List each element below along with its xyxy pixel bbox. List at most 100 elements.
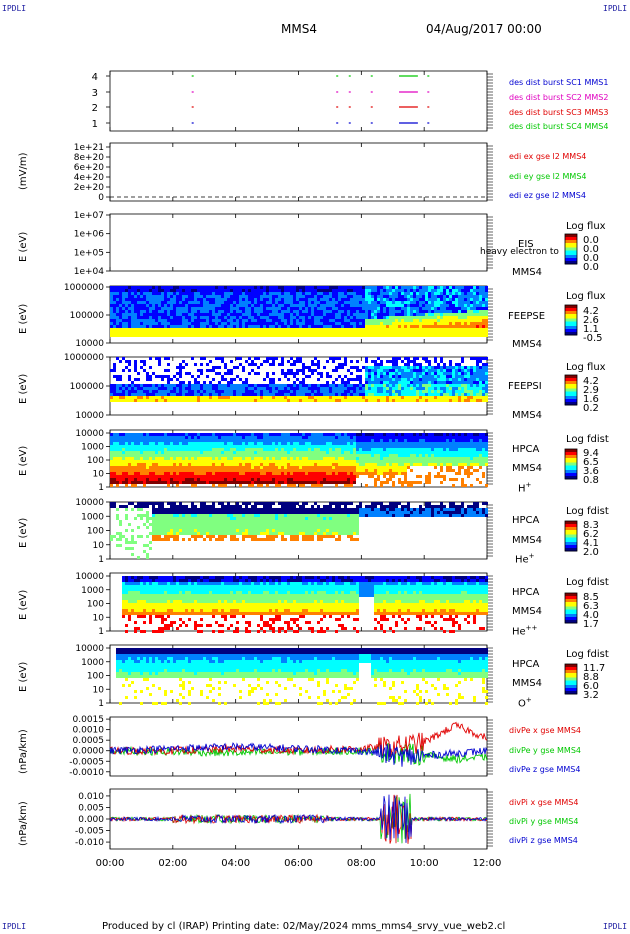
- feepsi-panel-pixel: [143, 369, 146, 372]
- hpca-h-panel-pixel: [302, 484, 305, 487]
- feepsi-panel-pixel: [401, 393, 404, 396]
- feepse-panel-pixel: [152, 295, 155, 298]
- feepse-panel-pixel: [278, 331, 281, 334]
- feepse-panel-pixel: [302, 319, 305, 322]
- feepsi-panel-pixel: [212, 378, 215, 381]
- feepse-panel-pixel: [230, 304, 233, 307]
- feepse-panel-pixel: [254, 304, 257, 307]
- feepsi-panel-pixel: [215, 390, 218, 393]
- hpca-h-panel-pixel: [173, 475, 176, 478]
- hpca-h-panel-pixel: [269, 433, 272, 436]
- feepsi-panel-pixel: [317, 393, 320, 396]
- feepse-panel-pixel: [341, 286, 344, 289]
- feepsi-panel-pixel: [290, 363, 293, 366]
- feepsi-panel-pixel: [464, 372, 467, 375]
- feepse-panel-pixel: [440, 286, 443, 289]
- eis-colorbar-step: [565, 249, 577, 251]
- hpca-h-panel-pixel: [113, 442, 116, 445]
- hpca-h-panel-pixel: [128, 463, 131, 466]
- feepse-panel-pixel: [227, 295, 230, 298]
- hpca-h-panel-pixel: [266, 445, 269, 448]
- feepsi-panel-pixel: [449, 387, 452, 390]
- feepse-panel-pixel: [134, 319, 137, 322]
- hpca-h-panel-pixel: [236, 457, 239, 460]
- feepsi-panel-pixel: [443, 384, 446, 387]
- feepse-panel-pixel: [305, 301, 308, 304]
- feepsi-panel-pixel: [185, 390, 188, 393]
- feepsi-panel-pixel: [419, 396, 422, 399]
- feepse-panel-pixel: [116, 313, 119, 316]
- hpca-h-panel-pixel: [302, 436, 305, 439]
- feepse-panel-pixel: [338, 307, 341, 310]
- feepse-panel-pixel: [122, 325, 125, 328]
- feepsi-panel-pixel: [476, 387, 479, 390]
- feepsi-panel-pixel: [476, 378, 479, 381]
- feepsi-panel-pixel: [230, 387, 233, 390]
- feepse-panel-pixel: [353, 334, 356, 337]
- feepsi-panel-pixel: [173, 393, 176, 396]
- feepsi-panel-pixel: [341, 384, 344, 387]
- feepsi-panel-pixel: [479, 393, 482, 396]
- feepsi-panel-pixel: [482, 378, 485, 381]
- feepsi-panel-pixel: [164, 387, 167, 390]
- feepse-panel-pixel: [260, 298, 263, 301]
- feepsi-panel-pixel: [167, 363, 170, 366]
- hpca-h-panel-pixel: [248, 448, 251, 451]
- feepse-panel-pixel: [191, 319, 194, 322]
- feepsi-panel-pixel: [338, 375, 341, 378]
- hpca-h-panel-pixel: [227, 472, 230, 475]
- feepse-panel-pixel: [335, 328, 338, 331]
- hpca-h-panel-pixel: [170, 442, 173, 445]
- feepsi-panel-pixel: [185, 399, 188, 402]
- hpca-h-panel-pixel: [275, 442, 278, 445]
- feepse-panel-pixel: [320, 292, 323, 295]
- feepsi-panel-pixel: [374, 372, 377, 375]
- feepse-panel-pixel: [404, 304, 407, 307]
- feepsi-panel-pixel: [233, 390, 236, 393]
- feepse-panel-pixel: [383, 295, 386, 298]
- feepse-panel-pixel: [332, 292, 335, 295]
- feepse-panel-pixel: [317, 310, 320, 313]
- feepse-panel-pixel: [260, 304, 263, 307]
- feepse-panel-pixel: [479, 307, 482, 310]
- feepsi-panel-pixel: [434, 372, 437, 375]
- feepse-panel-pixel: [482, 331, 485, 334]
- hpca-h-panel-pixel: [143, 451, 146, 454]
- feepsi-panel-pixel: [449, 363, 452, 366]
- feepse-panel-pixel: [434, 319, 437, 322]
- feepse-panel-pixel: [317, 313, 320, 316]
- feepse-panel-pixel: [164, 334, 167, 337]
- feepsi-panel-pixel: [206, 363, 209, 366]
- feepsi-panel-pixel: [128, 387, 131, 390]
- feepse-panel-pixel: [275, 319, 278, 322]
- hpca-h-panel-pixel: [245, 451, 248, 454]
- feepsi-panel-pixel: [398, 378, 401, 381]
- feepsi-panel-pixel: [386, 366, 389, 369]
- feepse-panel-pixel: [377, 289, 380, 292]
- feepse-panel-pixel: [410, 307, 413, 310]
- feepsi-panel-pixel: [116, 375, 119, 378]
- hpca-h-panel-pixel: [158, 472, 161, 475]
- hpca-h-panel-pixel: [227, 448, 230, 451]
- feepsi-panel-pixel: [326, 399, 329, 402]
- hpca-h-panel-pixel: [266, 439, 269, 442]
- hpca-h-panel-pixel: [113, 445, 116, 448]
- feepse-panel-pixel: [272, 313, 275, 316]
- hpca-h-panel-pixel: [296, 472, 299, 475]
- feepsi-panel-pixel: [137, 384, 140, 387]
- feepsi-panel-pixel: [356, 375, 359, 378]
- feepse-panel-pixel: [191, 298, 194, 301]
- feepse-panel-pixel: [203, 307, 206, 310]
- feepsi-panel-pixel: [449, 390, 452, 393]
- feepsi-panel-pixel: [254, 384, 257, 387]
- feepse-panel-pixel: [350, 295, 353, 298]
- feepse-panel-pixel: [182, 304, 185, 307]
- feepse-panel-pixel: [236, 319, 239, 322]
- hpca-h-panel-pixel: [161, 463, 164, 466]
- feepse-panel-pixel: [248, 289, 251, 292]
- feepsi-panel-pixel: [128, 369, 131, 372]
- feepse-panel-pixel: [398, 292, 401, 295]
- feepse-panel-pixel: [275, 304, 278, 307]
- hpca-h-panel-pixel: [299, 436, 302, 439]
- feepse-panel-pixel: [368, 286, 371, 289]
